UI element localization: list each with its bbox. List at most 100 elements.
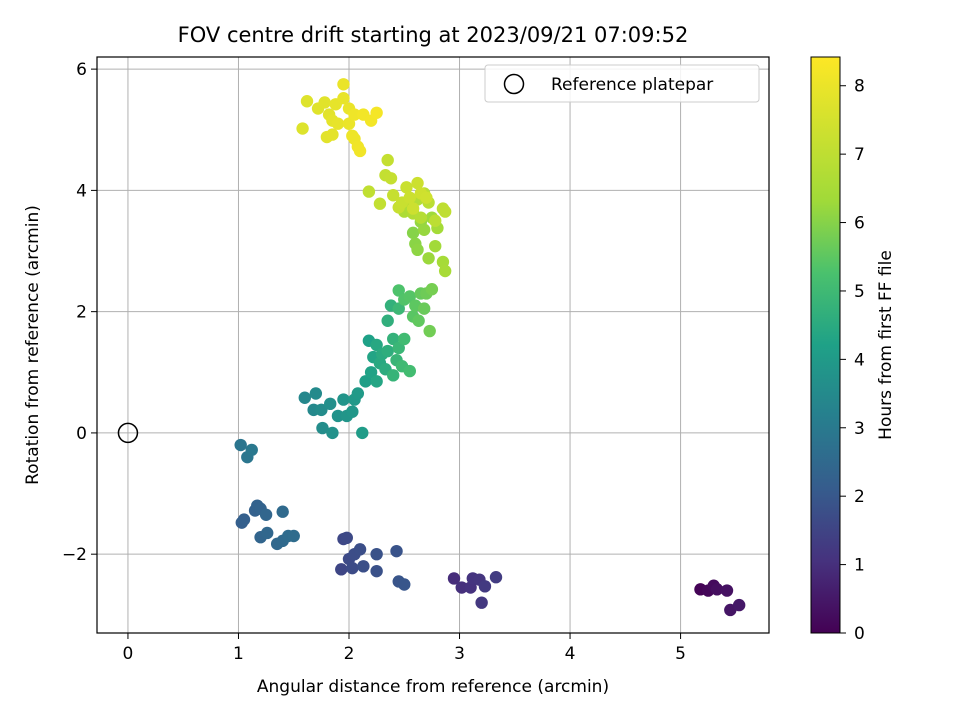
data-point [381,153,394,167]
data-point [298,391,311,404]
data-point [316,421,329,435]
data-point [455,581,468,594]
x-tick-label: 0 [123,644,134,664]
data-points [117,78,746,617]
data-point [348,108,361,121]
axis-ticks: 0 1 2 3 4 5 −2 0 2 4 6 [62,60,686,664]
grid-lines [97,57,769,633]
data-point [309,387,323,400]
data-point [364,366,378,379]
x-tick-label: 4 [565,644,576,664]
data-point [384,172,398,185]
y-tick-label: 2 [76,303,87,323]
data-point [387,332,400,346]
colorbar: 0 1 2 3 4 5 6 7 8 Hours from first FF file [810,56,896,644]
data-point [337,92,350,105]
data-point [438,205,452,218]
data-point [353,144,367,158]
colorbar-tick-label: 1 [854,556,865,576]
data-point [438,264,452,278]
data-point [300,95,314,108]
data-point [337,393,350,406]
data-point [403,290,416,303]
colorbar-tick-label: 0 [854,624,865,644]
data-point [412,314,425,327]
data-point [356,426,369,440]
data-point [331,117,345,130]
y-tick-label: 6 [76,60,87,80]
data-point [326,128,339,141]
y-axis-label: Rotation from reference (arcmin) [23,205,43,485]
data-point [353,543,367,556]
data-point [400,181,413,194]
data-point [381,314,394,327]
data-point [342,117,356,130]
data-point [392,284,405,297]
legend-box [484,64,760,103]
data-point [398,332,411,346]
data-point [373,197,387,210]
data-point [351,387,365,400]
data-point [710,583,724,596]
data-point [720,584,734,597]
data-point [411,176,424,190]
data-point [398,578,411,591]
data-point [346,405,359,418]
plot-frame [96,56,770,634]
data-point [423,324,436,338]
data-point [392,341,405,355]
data-point [403,191,416,204]
data-point [324,397,337,411]
data-point [475,596,488,609]
colorbar-tick-label: 5 [854,282,865,302]
data-point [245,443,258,457]
colorbar-gradient [810,56,841,634]
data-point [387,189,400,202]
data-point [420,191,433,204]
data-point [276,505,289,518]
colorbar-tick-label: 7 [854,145,865,165]
chart-title: FOV centre drift starting at 2023/09/21 … [178,23,689,47]
x-tick-label: 1 [233,644,244,664]
data-point [417,223,431,236]
data-point [359,375,372,388]
data-point [387,369,400,382]
legend: Reference platepar [484,64,760,103]
colorbar-ticks: 0 1 2 3 4 5 6 7 8 [840,77,865,644]
data-point [337,78,350,91]
data-point [403,364,416,378]
data-point [326,426,339,440]
legend-reference-marker [503,73,525,95]
data-point [381,344,394,358]
data-point [429,239,442,253]
data-point [296,122,309,135]
data-point [335,563,348,576]
colorbar-tick-label: 6 [854,214,865,234]
data-point [340,531,353,545]
data-point [370,338,383,352]
data-point [259,508,273,521]
data-point [261,526,274,540]
data-point [732,598,746,612]
data-point [362,185,376,198]
y-tick-label: 4 [76,181,87,201]
legend-entry-reference: Reference platepar [551,75,713,95]
y-tick-label: 0 [76,424,87,444]
x-tick-label: 2 [344,644,355,664]
data-point [447,572,461,585]
data-point [346,561,359,575]
data-point [406,226,420,240]
data-point [478,580,492,593]
reference-marker [117,422,139,444]
data-point [357,560,370,573]
data-point [392,302,405,315]
data-point [237,513,251,526]
data-point [315,403,328,417]
data-point [390,544,403,558]
data-point [370,564,383,578]
colorbar-tick-label: 3 [854,419,865,439]
data-point [370,547,383,561]
colorbar-tick-label: 4 [854,350,865,370]
data-point [417,302,431,315]
